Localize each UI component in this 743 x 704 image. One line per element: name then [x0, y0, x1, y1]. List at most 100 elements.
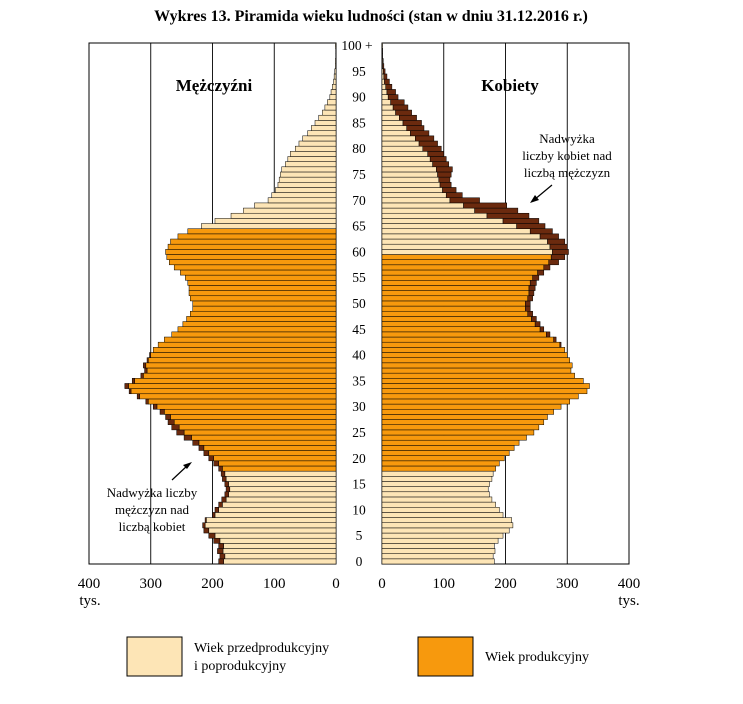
x-tick-right-400: 400 — [618, 576, 641, 592]
bar-men-age-2 — [222, 548, 337, 554]
age-tick-15: 15 — [352, 477, 366, 492]
bar-men-excess-age-11 — [218, 501, 223, 508]
bar-women-excess-age-43 — [553, 336, 557, 343]
bar-men-age-82 — [302, 135, 337, 142]
bar-men-age-95 — [334, 68, 337, 75]
bar-women-excess-age-59 — [550, 254, 566, 260]
bar-women-age-19 — [381, 460, 500, 467]
bar-men-age-18 — [222, 465, 337, 472]
bar-men-age-76 — [281, 166, 337, 173]
bar-women-age-94 — [381, 73, 385, 80]
bar-men-excess-age-36 — [140, 372, 144, 379]
bar-men-age-32 — [139, 393, 337, 400]
x-tick-right-200: 200 — [494, 576, 517, 592]
bar-women-excess-age-71 — [445, 192, 463, 199]
bar-men-age-46 — [182, 321, 337, 327]
bar-women-age-56 — [381, 269, 538, 276]
bar-women-age-1 — [381, 553, 494, 560]
bar-women-excess-age-70 — [449, 197, 480, 204]
bar-men-age-96 — [335, 63, 337, 70]
bar-women-age-15 — [381, 481, 490, 487]
bar-men-excess-age-14 — [225, 486, 231, 493]
bar-men-age-64 — [187, 228, 337, 235]
age-tick-95: 95 — [352, 64, 366, 79]
bar-men-excess-age-10 — [214, 507, 219, 513]
bar-women-excess-age-51 — [527, 295, 533, 302]
bar-women-age-75 — [381, 171, 438, 178]
bar-women-age-30 — [381, 403, 562, 410]
bar-men-excess-age-0 — [218, 558, 224, 565]
bar-women-age-32 — [381, 393, 579, 400]
bar-women-age-93 — [381, 78, 385, 85]
bar-women-excess-age-79 — [427, 151, 445, 157]
bar-men-age-21 — [208, 450, 337, 456]
bar-men-age-3 — [223, 543, 337, 549]
bar-women-excess-age-96 — [382, 63, 385, 70]
bar-women-excess-age-57 — [543, 264, 551, 271]
bar-women-excess-age-65 — [516, 223, 546, 229]
bar-women-age-57 — [381, 264, 545, 271]
bar-men-age-66 — [214, 218, 337, 224]
bar-women-age-37 — [381, 367, 572, 374]
bar-women-age-51 — [381, 295, 528, 302]
bar-women-age-0 — [381, 558, 495, 565]
bar-men-age-94 — [333, 73, 337, 80]
bar-women-age-55 — [381, 274, 533, 281]
bar-women-age-35 — [381, 378, 584, 384]
bar-men-excess-age-9 — [212, 512, 216, 518]
age-tick-70: 70 — [352, 193, 366, 208]
left-panel-label: Mężczyźni — [176, 76, 253, 95]
annotation-women-line-2: liczby kobiet nad — [522, 148, 612, 163]
bar-men-excess-age-38 — [143, 362, 147, 369]
bar-women-age-40 — [381, 352, 568, 358]
bar-women-age-26 — [381, 424, 540, 431]
bar-men-excess-age-1 — [219, 553, 226, 560]
bar-women-excess-age-91 — [386, 89, 396, 95]
bar-men-excess-age-6 — [203, 527, 210, 534]
bar-women-age-78 — [381, 156, 431, 162]
bar-men-excess-age-24 — [183, 434, 192, 441]
bar-men-age-39 — [148, 357, 337, 364]
bar-women-age-34 — [381, 383, 590, 389]
bar-women-age-17 — [381, 470, 494, 477]
bar-women-excess-age-69 — [463, 202, 507, 209]
bar-women-age-41 — [381, 347, 566, 353]
bar-women-excess-age-85 — [402, 120, 422, 126]
bar-women-age-2 — [381, 548, 496, 554]
bar-men-age-89 — [327, 99, 337, 106]
bar-women-age-20 — [381, 455, 505, 462]
age-tick-100: 100 + — [341, 38, 372, 53]
bar-women-age-67 — [381, 212, 488, 219]
bar-women-excess-age-67 — [486, 212, 530, 219]
bar-women-age-61 — [381, 243, 551, 250]
bar-women-age-63 — [381, 233, 541, 240]
legend-label-working: Wiek produkcyjny — [485, 650, 589, 665]
bar-men-age-75 — [280, 171, 337, 178]
bar-women-age-59 — [381, 254, 552, 260]
bar-women-age-50 — [381, 300, 526, 307]
age-tick-20: 20 — [352, 451, 366, 466]
bar-women-age-91 — [381, 89, 388, 95]
bar-women-age-22 — [381, 445, 515, 451]
bar-men-excess-age-20 — [208, 455, 214, 462]
age-tick-35: 35 — [352, 373, 366, 388]
age-tick-25: 25 — [352, 425, 366, 440]
bar-women-age-14 — [381, 486, 489, 493]
x-tick-left-300: 300 — [140, 576, 163, 592]
bar-men-age-33 — [130, 388, 337, 395]
annotation-women-line-3: liczbą mężczyzn — [524, 165, 611, 180]
bar-women-age-64 — [381, 228, 531, 235]
bar-men-age-55 — [185, 274, 337, 281]
bar-men-age-88 — [324, 104, 337, 111]
age-tick-5: 5 — [356, 528, 363, 543]
bar-men-age-14 — [229, 486, 337, 493]
bar-women-excess-age-58 — [548, 259, 559, 266]
bar-women-excess-age-52 — [528, 290, 535, 297]
bar-men-age-35 — [134, 378, 337, 384]
bar-women-excess-age-74 — [438, 176, 451, 183]
bar-men-excess-age-2 — [217, 548, 224, 554]
bar-men-age-47 — [186, 316, 337, 322]
bar-women-excess-age-66 — [502, 218, 540, 224]
bar-men-age-87 — [322, 109, 337, 116]
bar-men-age-70 — [267, 197, 337, 204]
